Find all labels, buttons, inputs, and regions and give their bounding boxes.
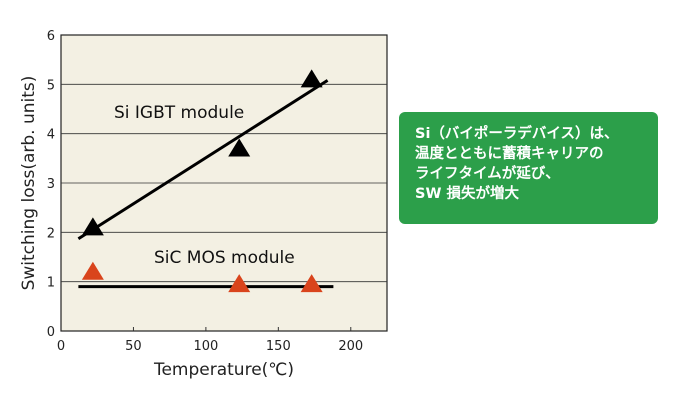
- sic-mos-label: SiC MOS module: [154, 248, 295, 268]
- x-tick-label: 150: [266, 339, 291, 354]
- callout-line-3: ライフタイムが延び、: [415, 166, 560, 182]
- x-tick-label: 50: [125, 339, 142, 354]
- x-tick-label: 200: [338, 339, 363, 354]
- y-axis-label: Switching loss(arb. units): [19, 76, 39, 291]
- explanation-callout: Si（バイポーラデバイス）は、 温度とともに蓄積キャリアの ライフタイムが延び、…: [399, 112, 658, 224]
- x-tick-label: 100: [193, 339, 218, 354]
- data-point-triangle: [300, 274, 323, 293]
- y-tick-label: 4: [47, 128, 55, 143]
- x-tick-label: 0: [57, 339, 65, 354]
- data-point-triangle: [228, 138, 251, 157]
- y-tick-label: 5: [47, 78, 55, 93]
- y-tick-label: 6: [47, 29, 55, 44]
- callout-line-1: Si（バイポーラデバイス）は、: [415, 126, 619, 142]
- y-tick-label: 1: [47, 276, 55, 291]
- data-point-triangle: [81, 217, 104, 236]
- y-tick-label: 0: [47, 325, 55, 340]
- callout-line-2: 温度とともに蓄積キャリアの: [415, 146, 604, 162]
- y-tick-label: 3: [47, 177, 55, 192]
- si-igbt-label: Si IGBT module: [114, 103, 244, 123]
- data-point-triangle: [300, 69, 323, 88]
- data-point-triangle: [81, 261, 104, 280]
- y-tick-label: 2: [47, 226, 55, 241]
- callout-line-4: SW 損失が増大: [415, 186, 519, 202]
- x-axis-label: Temperature(℃): [153, 360, 294, 380]
- trend-line-si: [77, 79, 329, 241]
- data-point-triangle: [228, 274, 251, 293]
